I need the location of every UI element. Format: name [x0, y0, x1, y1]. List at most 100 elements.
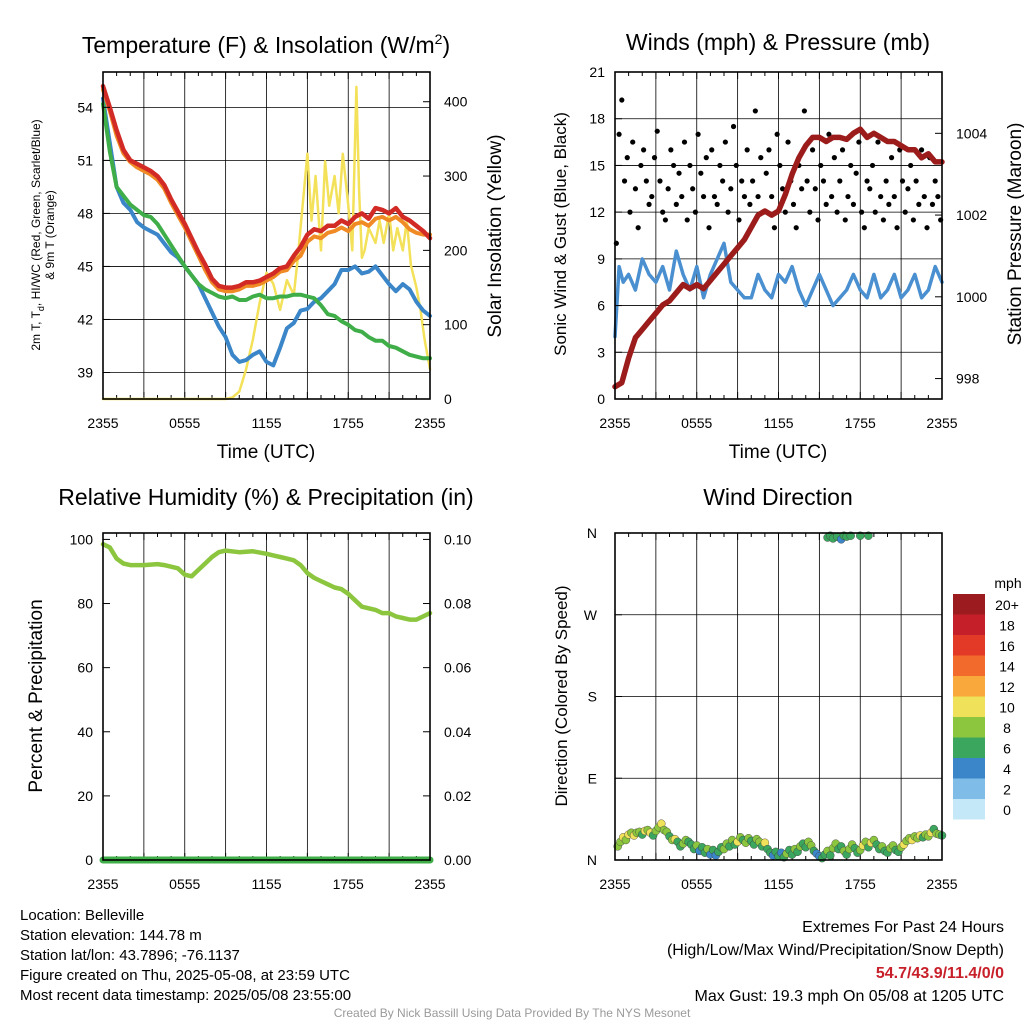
gust-point	[755, 193, 761, 200]
winds-xlabel: Time (UTC)	[729, 442, 828, 463]
gust-point	[799, 186, 805, 192]
gust-point	[818, 162, 824, 169]
gust-point	[687, 162, 693, 169]
gust-point	[660, 209, 666, 215]
legend-label: 18	[999, 618, 1015, 634]
gust-point	[910, 217, 916, 223]
y-tick-label: 80	[77, 596, 93, 612]
x-tick-label: 1155	[763, 876, 793, 892]
legend-title: mph	[994, 575, 1021, 591]
gust-point	[837, 178, 843, 184]
gust-point	[790, 201, 797, 207]
x-tick-label: 1755	[845, 415, 876, 431]
gust-point	[869, 162, 876, 169]
y2-tick-label: 0.08	[444, 596, 471, 612]
y-tick-label: W	[584, 607, 598, 623]
gust-point	[676, 170, 682, 176]
gust-point	[921, 193, 927, 200]
humidity-panel: Relative Humidity (%) & Precipitation (i…	[26, 484, 474, 892]
credit-line: Created By Nick Bassill Using Data Provi…	[333, 1006, 691, 1020]
humidity-ylabel: Percent & Precipitation	[26, 599, 47, 792]
x-tick-label: 2355	[414, 876, 445, 892]
gust-point	[698, 170, 704, 176]
temperature-ylabel: 2m T, Td, HI/WC (Red, Green, Scarlet/Blu…	[29, 119, 46, 350]
gust-point	[804, 178, 810, 184]
y-tick-label: 40	[77, 724, 93, 740]
x-tick-label: 1155	[251, 415, 281, 431]
y2-tick-label: 998	[956, 371, 980, 387]
gust-point	[654, 128, 660, 134]
gust-point	[766, 147, 772, 153]
humidity-plot-area: 2355 0555 1155 1755 2355 0 20 40 60 80 100 0.00 0.02…	[70, 531, 472, 892]
gust-point	[709, 147, 715, 153]
temperature-xlabel: Time (UTC)	[217, 442, 316, 463]
x-tick-label: 1755	[333, 415, 364, 431]
gust-point	[769, 193, 775, 200]
y-tick-label: S	[588, 689, 597, 705]
gust-point	[670, 162, 677, 169]
legend-label: 0	[1003, 802, 1011, 818]
gust-point	[641, 147, 647, 153]
gust-point	[845, 193, 851, 200]
gust-point	[850, 201, 857, 207]
legend-label: 14	[999, 659, 1015, 675]
gust-point	[692, 209, 698, 215]
gust-point	[829, 193, 835, 200]
gust-point	[725, 209, 731, 215]
y-tick-label: 20	[77, 788, 93, 804]
gust-point	[763, 170, 769, 176]
legend-swatch	[953, 676, 985, 697]
humidity-line	[100, 541, 433, 622]
gust-point	[899, 178, 906, 184]
gust-point	[630, 139, 636, 145]
gust-point	[918, 147, 925, 153]
gust-point	[714, 201, 720, 207]
legend-swatch	[953, 635, 985, 656]
y-tick-label: 15	[589, 157, 605, 173]
y2-tick-label: 0.04	[444, 724, 471, 740]
gust-point	[820, 178, 827, 184]
extremes-subtitle: (High/Low/Max Wind/Precipitation/Snow De…	[666, 942, 1004, 959]
station-latlon: Station lat/lon: 43.7896; -76.1137	[20, 947, 240, 964]
gust-point	[782, 209, 788, 215]
gust-point	[842, 217, 848, 223]
y2-tick-label: 0.06	[444, 660, 471, 676]
gust-point	[853, 170, 859, 176]
y-tick-label: N	[587, 525, 597, 541]
latest-timestamp: Most recent data timestamp: 2025/05/08 2…	[20, 987, 352, 1004]
gust-point	[932, 178, 938, 184]
gust-point	[867, 186, 873, 192]
y2-tick-label: 300	[444, 168, 468, 184]
gust-point	[908, 162, 914, 169]
y-tick-label: 100	[70, 531, 94, 547]
y-tick-label: 9	[597, 251, 605, 267]
plot-frame	[614, 71, 943, 400]
gust-point	[741, 193, 748, 200]
gust-point	[872, 209, 878, 215]
gust-point	[815, 217, 821, 223]
gust-point	[720, 178, 726, 184]
legend-swatch	[953, 696, 985, 717]
gust-point	[859, 209, 865, 215]
gust-point	[801, 108, 807, 114]
y-tick-label: 51	[77, 152, 93, 168]
y-tick-label: 3	[597, 344, 605, 360]
gust-point	[878, 193, 884, 200]
gust-point	[834, 209, 840, 215]
direction-point	[826, 851, 835, 860]
gust-point	[891, 193, 897, 200]
gust-point	[679, 193, 685, 200]
gust-point	[777, 162, 783, 169]
y-tick-label: 21	[589, 64, 605, 80]
gust-point	[793, 225, 799, 231]
y2-tick-label: 0.02	[444, 788, 471, 804]
heat-index-line	[101, 96, 432, 368]
y-tick-label: 45	[77, 258, 93, 274]
x-tick-label: 1155	[763, 415, 793, 431]
x-tick-label: 2355	[599, 876, 630, 892]
y-tick-label: 0	[597, 391, 605, 407]
gust-point	[826, 131, 832, 137]
gust-point	[916, 201, 922, 207]
x-tick-label: 2355	[87, 876, 118, 892]
y2-tick-label: 1002	[956, 207, 987, 223]
